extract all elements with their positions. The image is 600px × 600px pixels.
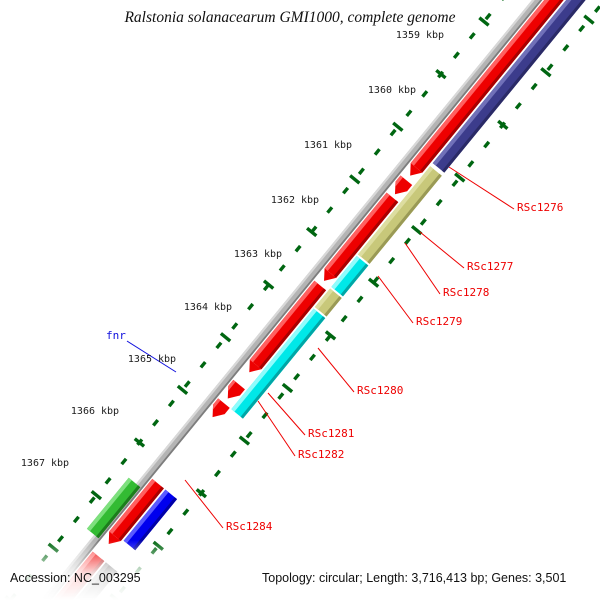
ruler-tick-label: 1367 kbp: [21, 458, 69, 469]
gene-segment-green[interactable]: [86, 477, 141, 539]
gene-label-rsc1284[interactable]: RSc1284: [226, 520, 273, 533]
gene-label-rsc1282[interactable]: RSc1282: [298, 448, 344, 461]
gene-segment[interactable]: [314, 288, 342, 317]
leader-rsc1284: [184, 479, 224, 529]
reverse-strand-track[interactable]: [36, 0, 597, 600]
ruler-tick-label: 1363 kbp: [234, 249, 282, 260]
leader-rsc1277: [419, 231, 465, 269]
leader-lines: [126, 166, 515, 529]
gene-segment[interactable]: [432, 0, 597, 173]
leader-rsc1276: [448, 166, 515, 210]
gene-segment[interactable]: [404, 0, 571, 180]
gene-segment[interactable]: [389, 175, 413, 199]
leader-rsc1281: [267, 392, 306, 436]
bottom-fade-overlay: [0, 540, 600, 600]
gene-segment[interactable]: [331, 255, 369, 297]
forward-strand-track[interactable]: [24, 0, 571, 600]
gene-segment-fnr[interactable]: [123, 489, 178, 551]
gene-label-fnr[interactable]: fnr: [106, 329, 126, 342]
page-title: Ralstonia solanacearum GMI1000, complete…: [123, 9, 455, 26]
ruler-tick-label: 1360 kbp: [368, 85, 416, 96]
gene-segment[interactable]: [318, 192, 399, 286]
gene-label-rsc1277[interactable]: RSc1277: [467, 260, 513, 273]
ruler-major-ticks: [4, 16, 490, 600]
gene-label-rsc1280[interactable]: RSc1280: [357, 384, 403, 397]
gene-label-rsc1276[interactable]: RSc1276: [517, 201, 563, 214]
gene-label-group[interactable]: RSc1276 RSc1277 RSc1278 RSc1279 RSc1280 …: [106, 201, 563, 533]
leader-rsc1278: [404, 242, 441, 295]
accession-label: Accession: NC_003295: [10, 571, 141, 585]
ruler-tick-label: 1366 kbp: [71, 406, 119, 417]
gene-segment[interactable]: [357, 166, 442, 264]
ruler-tick-labels: 1359 kbp 1360 kbp 1361 kbp 1362 kbp 1363…: [21, 30, 444, 469]
leader-rsc1282: [257, 400, 296, 457]
gene-segment[interactable]: [207, 398, 230, 421]
genome-summary-label: Topology: circular; Length: 3,716,413 bp…: [262, 571, 566, 585]
ruler-tick-label: 1361 kbp: [304, 140, 352, 151]
ruler-tick-label: 1359 kbp: [396, 30, 444, 41]
gene-segment[interactable]: [231, 308, 326, 419]
gene-label-rsc1278[interactable]: RSc1278: [443, 286, 489, 299]
gene-segment[interactable]: [243, 280, 327, 377]
gene-label-rsc1279[interactable]: RSc1279: [416, 315, 462, 328]
ruler-dotted-line: [0, 0, 554, 600]
leader-fnr: [126, 340, 177, 373]
leader-rsc1279: [377, 275, 414, 324]
genome-backbone[interactable]: [13, 0, 577, 600]
gene-segment[interactable]: [222, 379, 245, 403]
gene-segment[interactable]: [103, 478, 164, 549]
ruler-tick-label: 1364 kbp: [184, 302, 232, 313]
ruler-tick-label: 1365 kbp: [128, 354, 176, 365]
leader-rsc1280: [317, 347, 355, 393]
ruler-tick-label: 1362 kbp: [271, 195, 319, 206]
gene-label-rsc1281[interactable]: RSc1281: [308, 427, 354, 440]
